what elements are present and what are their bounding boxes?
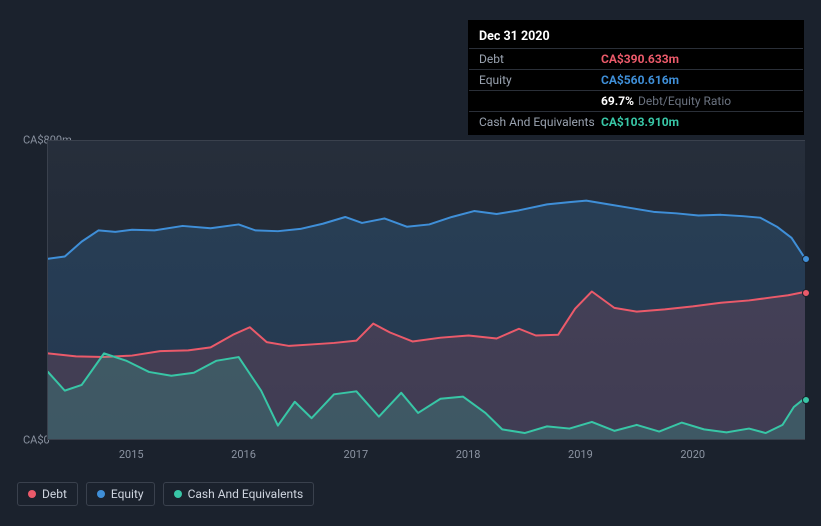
tooltip-date: Dec 31 2020 xyxy=(469,27,803,48)
tooltip-row: DebtCA$390.633m xyxy=(469,48,803,69)
x-axis-label: 2016 xyxy=(231,448,256,461)
tooltip-row-value: 69.7%Debt/Equity Ratio xyxy=(601,93,731,109)
legend-item[interactable]: Debt xyxy=(17,482,78,506)
tooltip-row-label: Cash And Equivalents xyxy=(479,114,601,130)
x-axis-label: 2015 xyxy=(119,448,144,461)
tooltip-row: EquityCA$560.616m xyxy=(469,69,803,90)
x-axis-label: 2020 xyxy=(680,448,705,461)
x-axis: 2015 2016 2017 2018 2019 2020 xyxy=(47,442,805,462)
tooltip-row-suffix: Debt/Equity Ratio xyxy=(638,94,731,108)
hover-tooltip: Dec 31 2020 DebtCA$390.633mEquityCA$560.… xyxy=(468,20,804,135)
plot-area[interactable] xyxy=(47,140,805,440)
series-end-marker xyxy=(802,255,810,263)
legend: Debt Equity Cash And Equivalents xyxy=(17,482,314,506)
x-axis-label: 2019 xyxy=(568,448,593,461)
legend-label: Debt xyxy=(42,487,67,501)
x-axis-label: 2017 xyxy=(343,448,368,461)
tooltip-row-value: CA$390.633m xyxy=(601,51,679,67)
legend-item[interactable]: Cash And Equivalents xyxy=(163,482,315,506)
legend-label: Equity xyxy=(111,487,144,501)
legend-color-dot xyxy=(28,490,36,498)
series-end-marker xyxy=(802,289,810,297)
tooltip-row-label: Equity xyxy=(479,72,601,88)
chart-area: CA$0CA$800m 201520162017201820192020 xyxy=(17,120,805,470)
chart-container: Dec 31 2020 DebtCA$390.633mEquityCA$560.… xyxy=(0,0,821,526)
tooltip-row: 69.7%Debt/Equity Ratio xyxy=(469,90,803,111)
tooltip-row-value: CA$560.616m xyxy=(601,72,679,88)
legend-color-dot xyxy=(174,490,182,498)
tooltip-row-value: CA$103.910m xyxy=(601,114,679,130)
legend-label: Cash And Equivalents xyxy=(188,487,304,501)
y-axis-label: CA$0 xyxy=(23,434,50,447)
tooltip-row-label: Debt xyxy=(479,51,601,67)
tooltip-row-label xyxy=(479,93,601,109)
tooltip-row: Cash And EquivalentsCA$103.910m xyxy=(469,111,803,132)
series-end-marker xyxy=(802,396,810,404)
legend-item[interactable]: Equity xyxy=(86,482,155,506)
legend-color-dot xyxy=(97,490,105,498)
x-axis-label: 2018 xyxy=(456,448,481,461)
